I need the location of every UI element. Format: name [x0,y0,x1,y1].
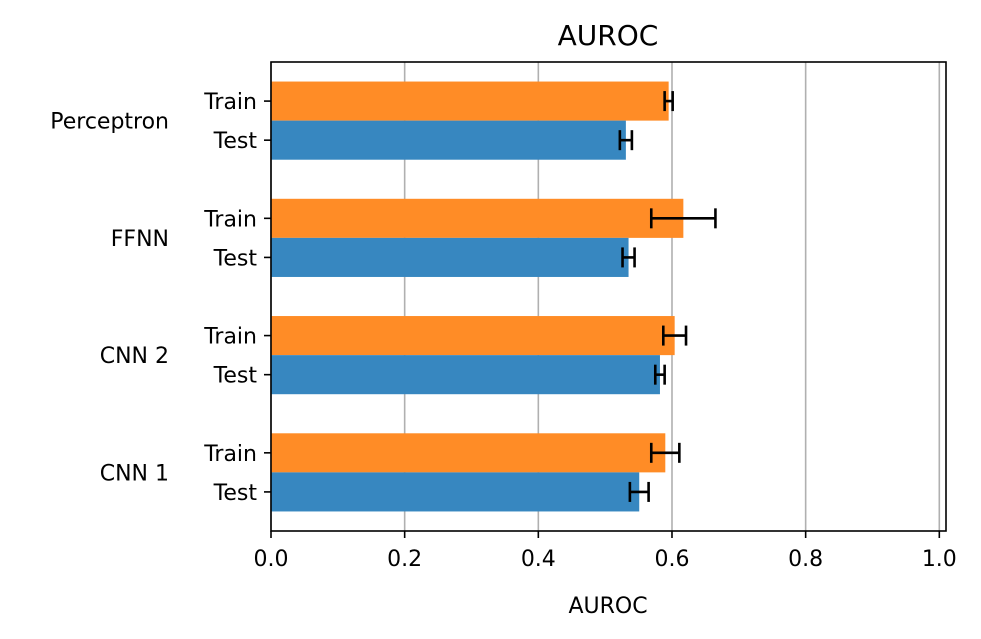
x-tick-label-2: 0.4 [521,547,556,572]
y-tick-label-ffnn-test: Test [213,246,258,271]
y-tick-label-cnn-2-train: Train [203,325,257,350]
y-axis-ticks: Train Test Perceptron Train Test FFNN Train Tes… [50,90,271,506]
group-label-perceptron: Perceptron [50,110,169,135]
plot-frame [270,61,947,532]
bar-cnn-2-test [271,355,660,395]
x-axis-label: AUROC [568,594,647,619]
bar-ffnn-test [271,237,629,277]
y-tick-label-cnn-2-test: Test [213,364,258,389]
bars [271,81,684,512]
y-tick-label-cnn-1-train: Train [203,442,257,467]
group-label-cnn-1: CNN 1 [100,461,169,486]
x-axis-ticks: 0.0 0.2 0.4 0.6 0.8 1.0 [254,531,957,572]
x-tick-label-5: 1.0 [922,547,957,572]
x-tick-label-0: 0.0 [254,547,289,572]
bar-perceptron-test [271,120,626,160]
error-bars [618,91,717,502]
x-tick-label-4: 0.8 [788,547,823,572]
bar-cnn-1-test [271,472,640,512]
bar-ffnn-train [271,198,684,238]
y-tick-label-ffnn-train: Train [203,207,257,232]
x-tick-label-3: 0.6 [654,547,689,572]
x-tick-label-1: 0.2 [387,547,422,572]
bar-cnn-1-train [271,433,666,473]
y-tick-label-cnn-1-test: Test [213,481,258,506]
bar-cnn-2-train [271,316,675,356]
group-label-ffnn: FFNN [111,227,169,252]
group-label-cnn-2: CNN 2 [100,344,169,369]
bar-perceptron-train [271,81,669,121]
chart-title: AUROC [558,19,659,52]
y-tick-label-perceptron-train: Train [203,90,257,115]
y-tick-label-perceptron-test: Test [213,129,258,154]
